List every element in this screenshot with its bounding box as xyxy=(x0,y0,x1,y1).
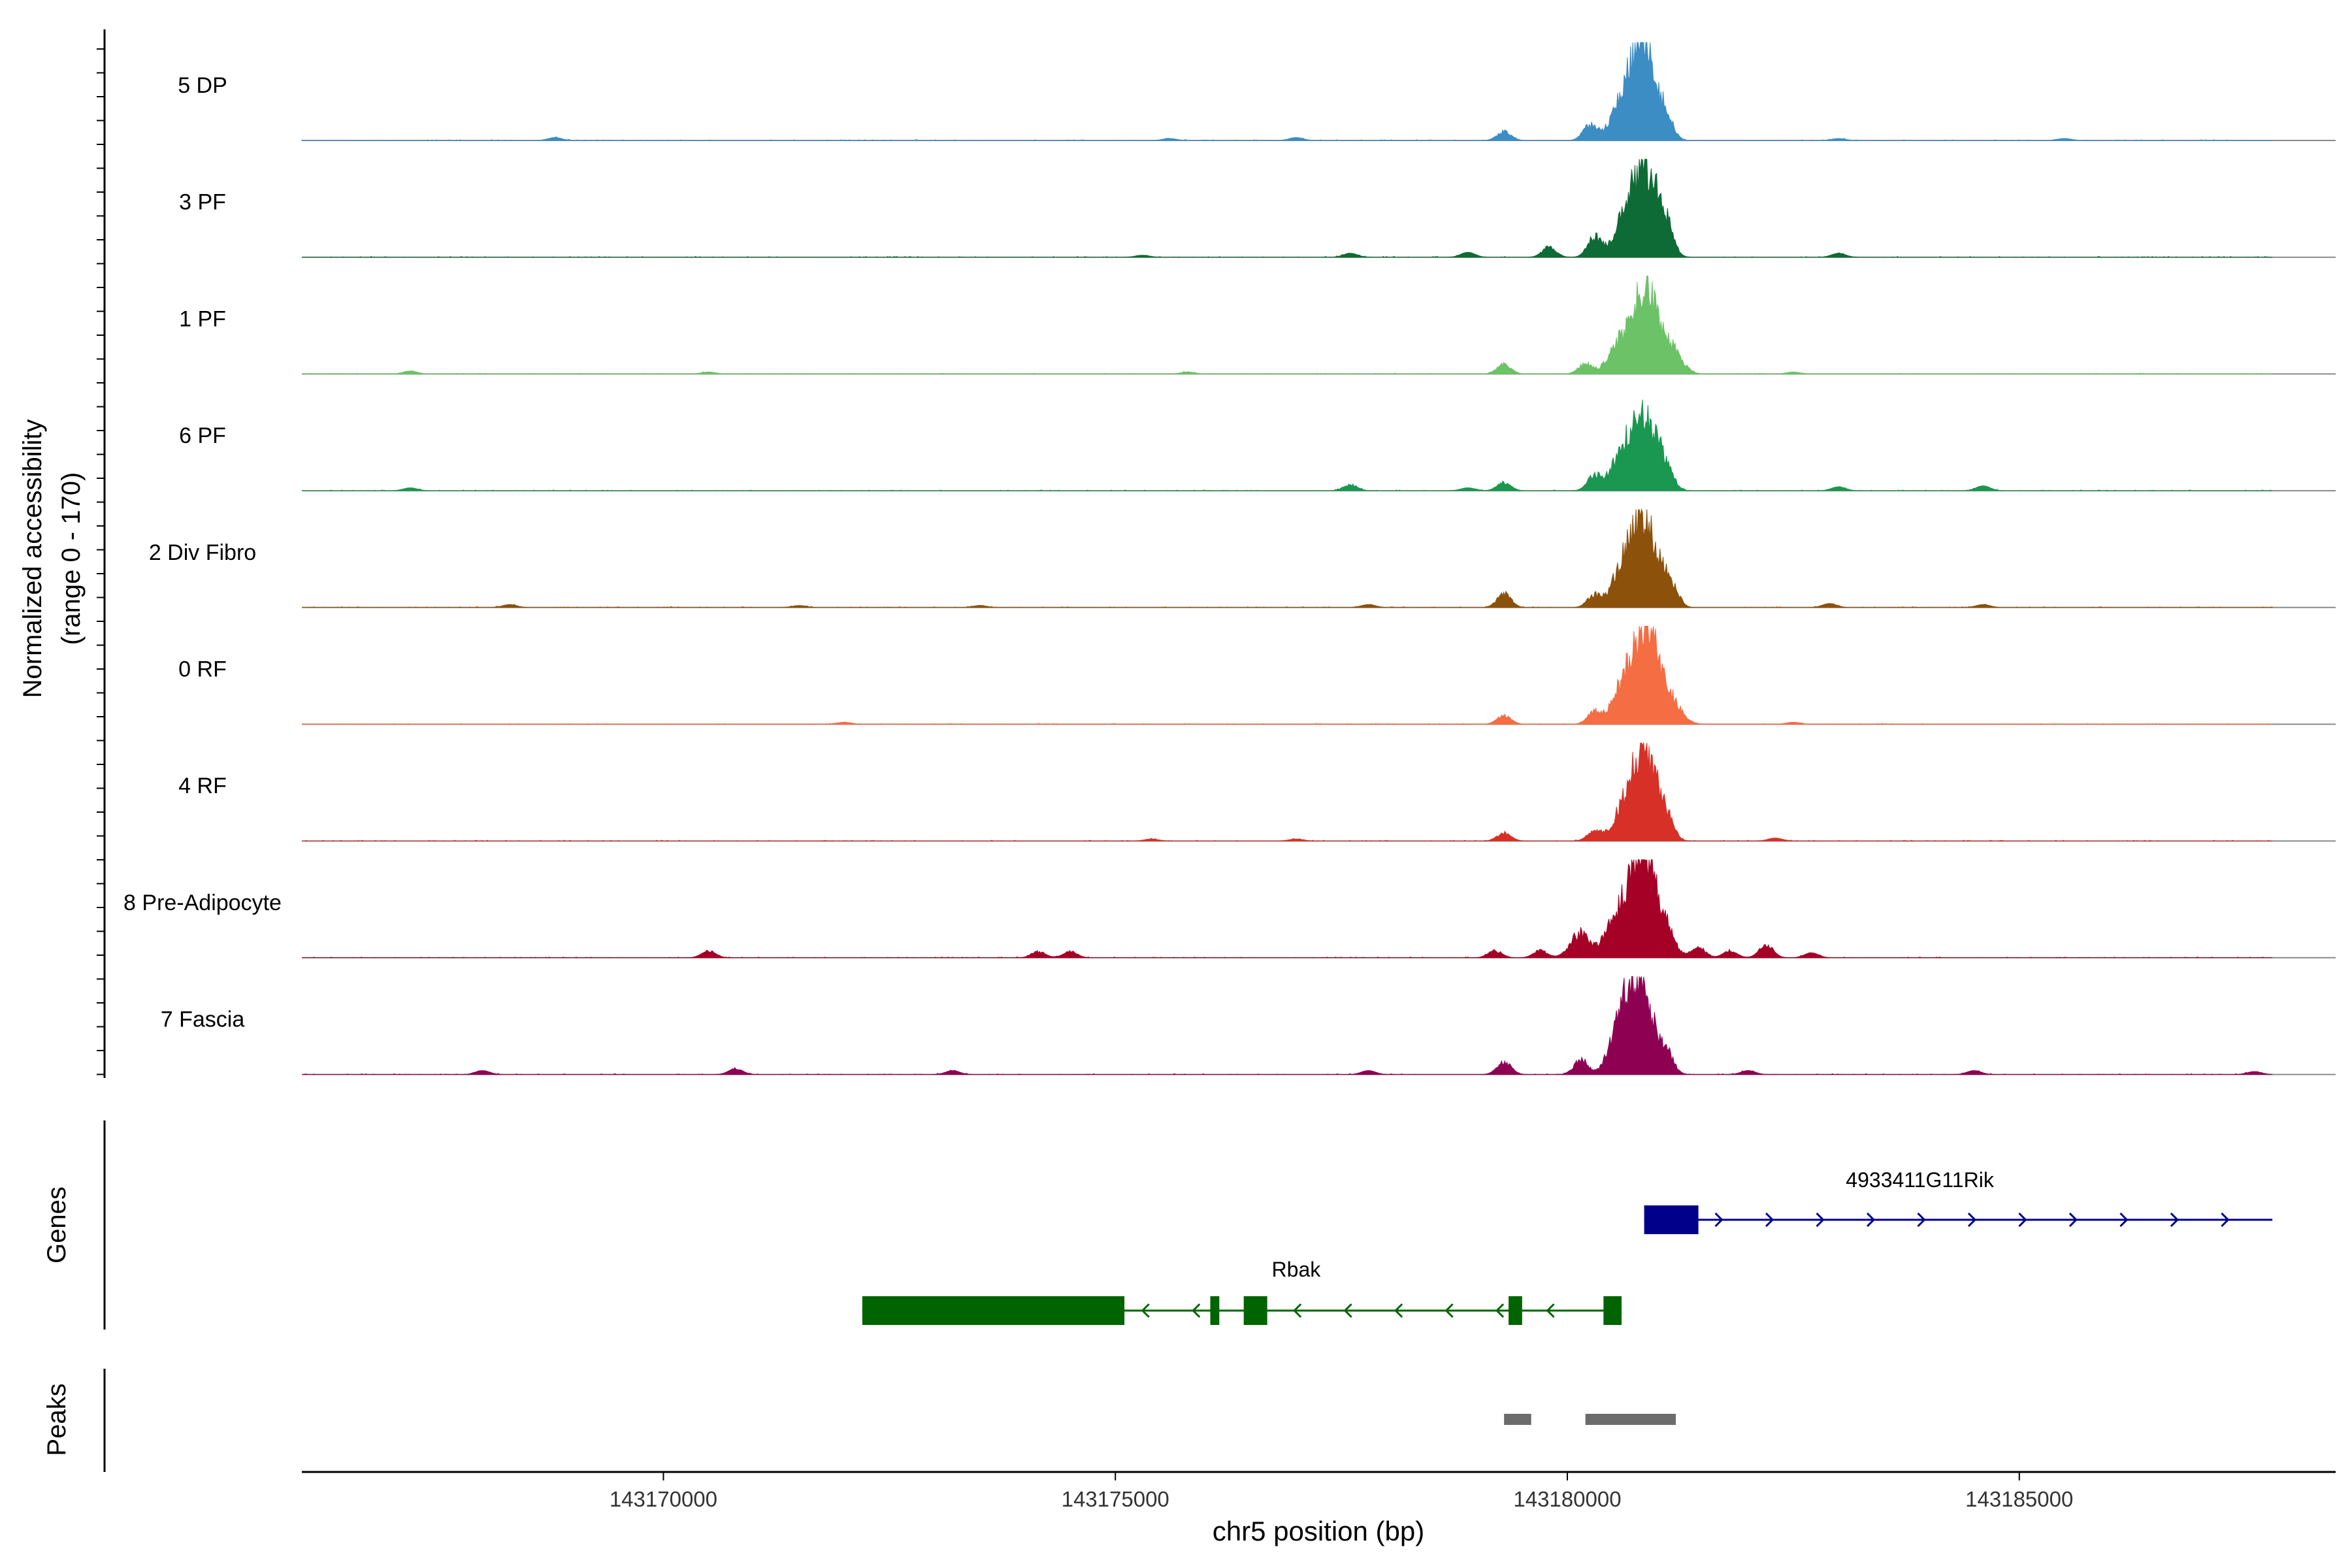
track-label: 5 DP xyxy=(178,73,227,98)
coverage-track: 6 PF xyxy=(179,399,2336,492)
strand-arrow xyxy=(1445,1303,1454,1318)
x-tick-label: 143175000 xyxy=(1062,1487,1169,1511)
coverage-area xyxy=(302,975,2273,1075)
strand-arrow xyxy=(1917,1212,1926,1228)
x-tick-label: 143185000 xyxy=(1965,1487,2073,1511)
coverage-area xyxy=(302,158,2273,258)
coverage-area xyxy=(302,742,2273,841)
genes-panel-label: Genes xyxy=(42,1186,71,1264)
x-tick-label: 143180000 xyxy=(1513,1487,1621,1511)
exon xyxy=(1644,1205,1699,1234)
coverage-track: 0 RF xyxy=(178,626,2336,725)
track-label: 8 Pre-Adipocyte xyxy=(123,890,282,915)
strand-arrow xyxy=(2221,1212,2230,1228)
track-label: 4 RF xyxy=(178,774,227,798)
y-axis-title-range: (range 0 - 170) xyxy=(57,472,86,645)
x-axis-ticks: 143170000 143175000 143180000 143185000 xyxy=(610,1472,2073,1511)
coverage-area xyxy=(302,399,2273,491)
strand-arrow xyxy=(1343,1303,1352,1318)
coverage-track: 4 RF xyxy=(178,742,2336,842)
strand-arrow xyxy=(1765,1212,1774,1228)
genes-track: 4933411G11Rik Rbak xyxy=(862,1168,2273,1325)
track-label: 2 Div Fibro xyxy=(149,540,256,565)
coverage-track: 2 Div Fibro xyxy=(149,508,2336,608)
coverage-y-ticks xyxy=(97,48,105,1075)
strand-arrow xyxy=(1967,1212,1977,1228)
y-axis-title: Normalized accessibility xyxy=(18,419,47,698)
strand-arrow xyxy=(1141,1303,1150,1318)
track-label: 6 PF xyxy=(179,423,226,448)
exon xyxy=(1603,1296,1622,1325)
coverage-area xyxy=(301,42,2273,141)
x-axis-title: chr5 position (bp) xyxy=(1213,1516,1425,1546)
gene-model: 4933411G11Rik xyxy=(1644,1168,2273,1234)
strand-arrow xyxy=(2170,1212,2180,1228)
coverage-track: 1 PF xyxy=(179,275,2336,375)
strand-arrow xyxy=(1714,1212,1723,1228)
exon xyxy=(1210,1296,1220,1325)
gene-label: 4933411G11Rik xyxy=(1846,1168,1995,1192)
track-label: 7 Fascia xyxy=(161,1007,245,1032)
coverage-track: 7 Fascia xyxy=(161,975,2336,1075)
coverage-tracks: 5 DP 3 PF 1 PF 6 PF 2 Div Fibro 0 RF 4 RF 8 Pre… xyxy=(123,42,2336,1075)
peaks-track xyxy=(1504,1414,1676,1425)
peaks-panel-label: Peaks xyxy=(42,1383,71,1456)
strand-arrow xyxy=(1192,1303,1201,1318)
strand-arrow xyxy=(2068,1212,2078,1228)
peak-region xyxy=(1504,1414,1531,1425)
coverage-area xyxy=(302,508,2274,608)
strand-arrow xyxy=(2018,1212,2027,1228)
peak-region xyxy=(1585,1414,1676,1425)
x-tick-label: 143170000 xyxy=(610,1487,717,1511)
exon xyxy=(1243,1296,1267,1325)
strand-arrow xyxy=(1394,1303,1403,1318)
strand-arrow xyxy=(1866,1212,1876,1228)
coverage-track: 8 Pre-Adipocyte xyxy=(123,859,2336,958)
coverage-track: 3 PF xyxy=(179,158,2336,258)
exon xyxy=(1509,1296,1522,1325)
gene-model: Rbak xyxy=(862,1258,1622,1325)
coverage-track: 5 DP xyxy=(178,42,2336,141)
gene-label: Rbak xyxy=(1272,1258,1322,1281)
track-label: 3 PF xyxy=(179,190,226,215)
strand-arrow xyxy=(1495,1303,1505,1318)
strand-arrow xyxy=(2119,1212,2129,1228)
coverage-area xyxy=(302,275,2273,375)
coverage-area xyxy=(302,859,2273,958)
track-label: 0 RF xyxy=(178,657,227,682)
strand-arrow xyxy=(1816,1212,1825,1228)
strand-arrow xyxy=(1293,1303,1302,1318)
strand-arrow xyxy=(1546,1303,1555,1318)
exon xyxy=(862,1296,1125,1325)
coverage-area xyxy=(302,626,2273,725)
track-label: 1 PF xyxy=(179,306,226,331)
